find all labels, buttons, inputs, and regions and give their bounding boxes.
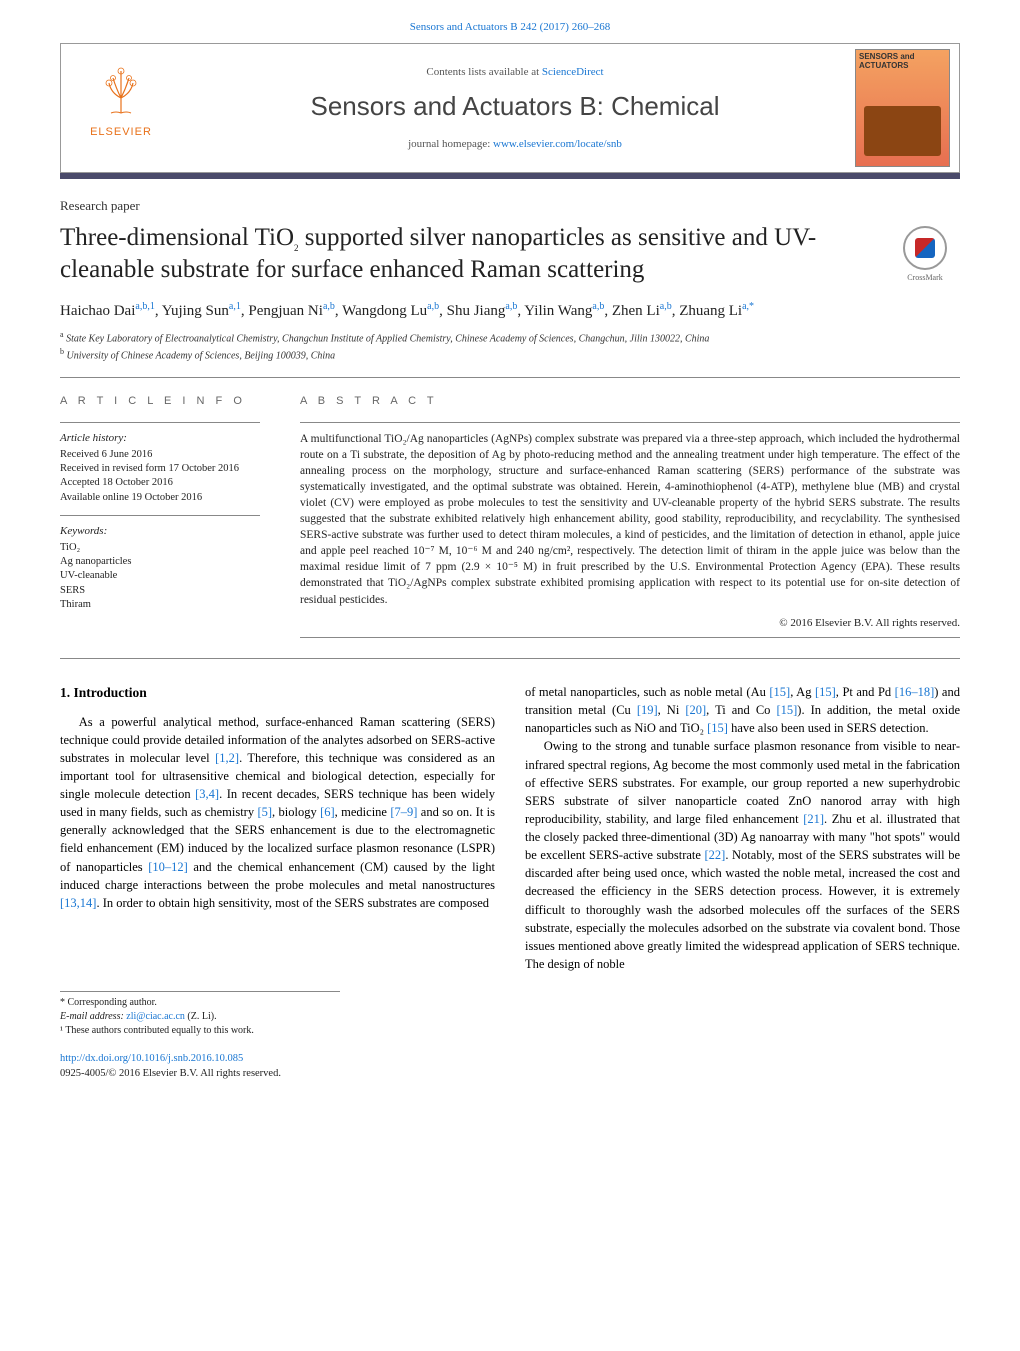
journal-cover: SENSORS and ACTUATORS: [855, 49, 950, 167]
keyword: SERS: [60, 584, 260, 598]
homepage-link[interactable]: www.elsevier.com/locate/snb: [493, 138, 622, 150]
citation-header: Sensors and Actuators B 242 (2017) 260–2…: [0, 0, 1020, 43]
authors-list: Haichao Daia,b,1, Yujing Suna,1, Pengjua…: [60, 299, 960, 323]
corresponding-note: * Corresponding author.: [60, 996, 340, 1010]
paragraph: of metal nanoparticles, such as noble me…: [525, 683, 960, 737]
keyword: TiO₂: [60, 541, 260, 555]
crossmark-badge[interactable]: CrossMark: [890, 226, 960, 283]
elsevier-text: ELSEVIER: [90, 125, 152, 140]
crossmark-label: CrossMark: [890, 272, 960, 283]
author: Yujing Suna,1: [162, 303, 241, 319]
sciencedirect-link[interactable]: ScienceDirect: [542, 66, 604, 78]
info-head: A R T I C L E I N F O: [60, 394, 260, 409]
author: Shu Jianga,b: [447, 303, 518, 319]
keyword: UV-cleanable: [60, 569, 260, 583]
info-abstract-row: A R T I C L E I N F O Article history: R…: [60, 378, 960, 654]
abstract-block: A B S T R A C T A multifunctional TiO₂/A…: [280, 378, 960, 654]
publisher-logo-box: ELSEVIER: [61, 53, 181, 163]
paragraph: As a powerful analytical method, surface…: [60, 713, 495, 912]
email-link[interactable]: zli@ciac.ac.cn: [126, 1011, 185, 1022]
paragraph: Owing to the strong and tunable surface …: [525, 737, 960, 973]
keyword: Thiram: [60, 598, 260, 612]
contents-line: Contents lists available at ScienceDirec…: [191, 65, 839, 80]
history-head: Article history:: [60, 431, 260, 446]
column-left: 1. Introduction As a powerful analytical…: [60, 683, 495, 973]
column-right: of metal nanoparticles, such as noble me…: [525, 683, 960, 973]
homepage-line: journal homepage: www.elsevier.com/locat…: [191, 137, 839, 152]
cover-box: SENSORS and ACTUATORS: [849, 43, 959, 173]
elsevier-logo: ELSEVIER: [81, 63, 161, 153]
email-note: E-mail address: zli@ciac.ac.cn (Z. Li).: [60, 1010, 340, 1024]
journal-name: Sensors and Actuators B: Chemical: [191, 88, 839, 124]
abstract-head: A B S T R A C T: [300, 394, 960, 409]
history-item: Available online 19 October 2016: [60, 491, 260, 505]
body-columns: 1. Introduction As a powerful analytical…: [60, 683, 960, 973]
article-title: Three-dimensional TiO2 supported silver …: [60, 222, 870, 286]
author: Haichao Daia,b,1: [60, 303, 155, 319]
keywords-head: Keywords:: [60, 524, 260, 539]
affiliation: b University of Chinese Academy of Scien…: [60, 346, 960, 363]
header-darkbar: [60, 173, 960, 179]
copyright: © 2016 Elsevier B.V. All rights reserved…: [300, 616, 960, 631]
history-item: Received 6 June 2016: [60, 448, 260, 462]
doi-block: http://dx.doi.org/10.1016/j.snb.2016.10.…: [60, 1052, 960, 1081]
history-item: Received in revised form 17 October 2016: [60, 462, 260, 476]
author: Yilin Wanga,b: [524, 303, 604, 319]
citation-link[interactable]: Sensors and Actuators B 242 (2017) 260–2…: [410, 21, 610, 33]
equal-contribution-note: ¹ These authors contributed equally to t…: [60, 1024, 340, 1038]
elsevier-tree-icon: [91, 63, 151, 123]
homepage-pre: journal homepage:: [408, 138, 493, 150]
author: Wangdong Lua,b: [342, 303, 439, 319]
affiliation: a State Key Laboratory of Electroanalyti…: [60, 329, 960, 346]
header-center: Contents lists available at ScienceDirec…: [181, 55, 849, 162]
title-pre: Three-dimensional TiO: [60, 224, 294, 251]
doi-link[interactable]: http://dx.doi.org/10.1016/j.snb.2016.10.…: [60, 1053, 243, 1064]
author: Zhen Lia,b: [612, 303, 672, 319]
footnotes: * Corresponding author. E-mail address: …: [60, 991, 340, 1038]
intro-heading: 1. Introduction: [60, 683, 495, 703]
contents-pre: Contents lists available at: [426, 66, 541, 78]
keyword: Ag nanoparticles: [60, 555, 260, 569]
author: Pengjuan Nia,b: [248, 303, 335, 319]
crossmark-icon: [903, 226, 947, 270]
abstract-text: A multifunctional TiO₂/Ag nanoparticles …: [300, 431, 960, 608]
history-item: Accepted 18 October 2016: [60, 476, 260, 490]
cover-image-placeholder: [864, 106, 941, 156]
journal-header: ELSEVIER Contents lists available at Sci…: [60, 43, 960, 173]
issn-copyright: 0925-4005/© 2016 Elsevier B.V. All right…: [60, 1068, 281, 1079]
article-type: Research paper: [60, 197, 960, 215]
cover-title: SENSORS and ACTUATORS: [856, 50, 949, 74]
article-info: A R T I C L E I N F O Article history: R…: [60, 378, 280, 654]
divider: [60, 658, 960, 659]
affiliations: a State Key Laboratory of Electroanalyti…: [60, 329, 960, 364]
author: Zhuang Lia,*: [679, 303, 754, 319]
